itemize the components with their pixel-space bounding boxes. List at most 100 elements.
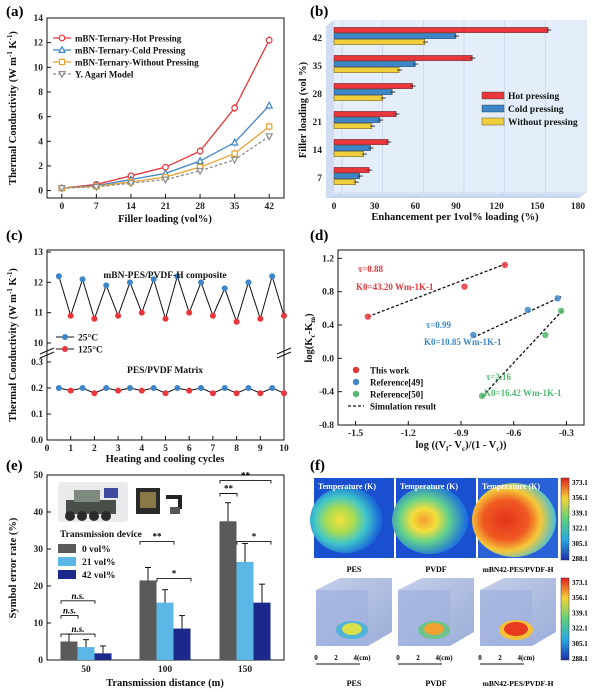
a-legend-label-1: mBN-Ternary-Cold Pressing [75, 46, 186, 56]
c-upper-point-0 [55, 273, 62, 280]
e-legend-swatch-0 [58, 544, 76, 553]
c-upper-point-10 [174, 273, 181, 280]
d-k0-0: K0=43.20 Wm-1K-1 [356, 282, 434, 292]
a-point-1-4 [196, 156, 205, 165]
heatmap-pvdf-title: Temperature (K) [400, 482, 458, 491]
c-upper-point-11 [186, 309, 193, 316]
f-colorbar-label-1-1: 356.1 [572, 594, 588, 602]
a-legend-label-2: mBN-Ternary-Without Pressing [75, 58, 199, 68]
e-bar-2-0 [94, 653, 112, 660]
d-xtick-label-0: -1.5 [348, 429, 363, 439]
c-lower-point-2 [79, 385, 86, 391]
c-xtick-label-0: 0 [45, 444, 50, 454]
f-scale-2-0: 2 [334, 654, 338, 662]
c-upper-point-12 [198, 279, 205, 286]
c-xtick-label-9: 9 [258, 444, 263, 454]
d-tau-2: τ=2.16 [486, 372, 512, 382]
a-legend-marker-3 [57, 70, 67, 79]
d-tau-1: τ=0.99 [426, 320, 452, 330]
b-bar-2-1 [333, 151, 365, 157]
c-axis-break-3 [276, 347, 292, 355]
panel-c-upper-title: mBN-PES/PVDF-H composite [103, 271, 226, 281]
panel-a-label: (a) [6, 4, 24, 20]
c-upper-line [58, 274, 285, 324]
e-sig-label-4: * [172, 569, 177, 579]
c-upper-point-2 [79, 276, 86, 283]
d-fit-line-0 [367, 263, 506, 318]
b-bar-1-4 [333, 61, 416, 67]
c-upper-point-8 [150, 276, 157, 283]
c-lower-ytick-label-3: 0.3 [31, 358, 43, 368]
b-ytick-label-0: 7 [317, 174, 322, 184]
a-point-3-2 [126, 180, 135, 188]
c-upper-point-19 [281, 312, 287, 319]
e-sig-bracket-7 [236, 541, 272, 545]
f-scale-0-2: 0 [478, 654, 482, 662]
e-legend-swatch-1 [58, 557, 76, 566]
c-lower-point-5 [115, 387, 122, 394]
f-scale-2-1: 2 [416, 654, 420, 662]
heatmap-bn-title: Temperature (K) [482, 482, 540, 491]
b-legend-label-1: Cold pressing [508, 105, 564, 115]
label-bn-bottom: mBN42-PES/PVDF-H [483, 679, 554, 688]
panel-d-xlabel: log ((Vf- Vc)/(1 - Vc)) [415, 440, 507, 453]
f-colorbar-label-0-0: 373.1 [572, 479, 588, 487]
c-axis-break-2 [39, 351, 55, 359]
c-legend-label-0: 25°C [78, 333, 98, 344]
f-colorbar-label-1-2: 339.1 [572, 609, 588, 617]
colorbar-top [560, 477, 570, 561]
e-xtick-label-1: 100 [158, 665, 173, 675]
f-scale-0-0: 0 [314, 654, 318, 662]
b-legend-label-0: Hot pressing [508, 92, 560, 102]
f-scale-4-2: 4(cm) [517, 654, 535, 662]
e-legend-label-1: 21 vol% [82, 558, 116, 568]
d-xtick-label-2: -0.9 [453, 429, 468, 439]
a-point-0-5 [231, 104, 239, 112]
c-upper-ytick-label-0: 10 [34, 339, 44, 349]
e-sig-label-1: n.s. [71, 591, 84, 601]
a-legend-marker-2 [58, 58, 66, 66]
a-xtick-label-3: 21 [161, 202, 171, 212]
c-upper-point-3 [91, 315, 98, 322]
a-point-2-5 [231, 150, 238, 157]
panel-a: (a) 0 2 4 6 8 10 12 14 0 7 14 21 28 35 42 mBN-Ternary-… [6, 4, 285, 225]
3d-model-bn [480, 578, 556, 646]
e-legend-label-2: 42 vol% [82, 571, 116, 581]
b-bar-0-5 [333, 27, 549, 33]
panel-b-floor [326, 192, 586, 198]
b-grid-floor-1 [374, 191, 383, 199]
b-bar-0-2 [333, 111, 397, 117]
a-xtick-label-0: 0 [59, 202, 64, 212]
f-scale-2-2: 2 [498, 654, 502, 662]
b-grid-floor-6 [577, 191, 587, 199]
a-xtick-label-2: 14 [126, 202, 136, 212]
f-colorbar-label-1-3: 322.1 [572, 625, 588, 633]
d-ytick-label-1: -0.4 [319, 388, 334, 398]
a-point-1-6 [265, 101, 274, 109]
b-ytick-label-3: 28 [313, 90, 323, 100]
a-ytick-label-7: 14 [34, 14, 44, 24]
panel-e-ylabel: Symbol error rate (%) [8, 517, 19, 618]
c-upper-ytick-label-1: 11 [34, 309, 43, 319]
b-legend-swatch-1 [481, 104, 505, 113]
e-bar-1-1 [156, 602, 174, 660]
a-xtick-label-6: 42 [264, 202, 274, 212]
e-ytick-label-4: 40 [34, 508, 44, 518]
panel-e-label: (e) [6, 458, 23, 474]
a-legend-marker-1 [57, 45, 67, 54]
c-xtick-label-6: 6 [187, 444, 192, 454]
panel-b-sidewall [326, 20, 334, 198]
f-colorbar-label-0-3: 322.1 [572, 525, 588, 533]
d-legend-label-0: This work [370, 366, 409, 376]
e-ytick-label-2: 20 [34, 582, 44, 592]
e-bar-1-2 [236, 561, 254, 660]
heatmap-pvdf: Temperature (K) [392, 478, 476, 558]
c-lower-point-13 [209, 390, 216, 397]
c-upper-point-16 [245, 279, 252, 286]
c-lower-point-18 [269, 385, 276, 391]
b-xtick-label-2: 60 [411, 202, 421, 212]
d-point-2-1 [542, 331, 549, 339]
panel-e-xlabel: Transmission distance (m) [106, 678, 224, 689]
